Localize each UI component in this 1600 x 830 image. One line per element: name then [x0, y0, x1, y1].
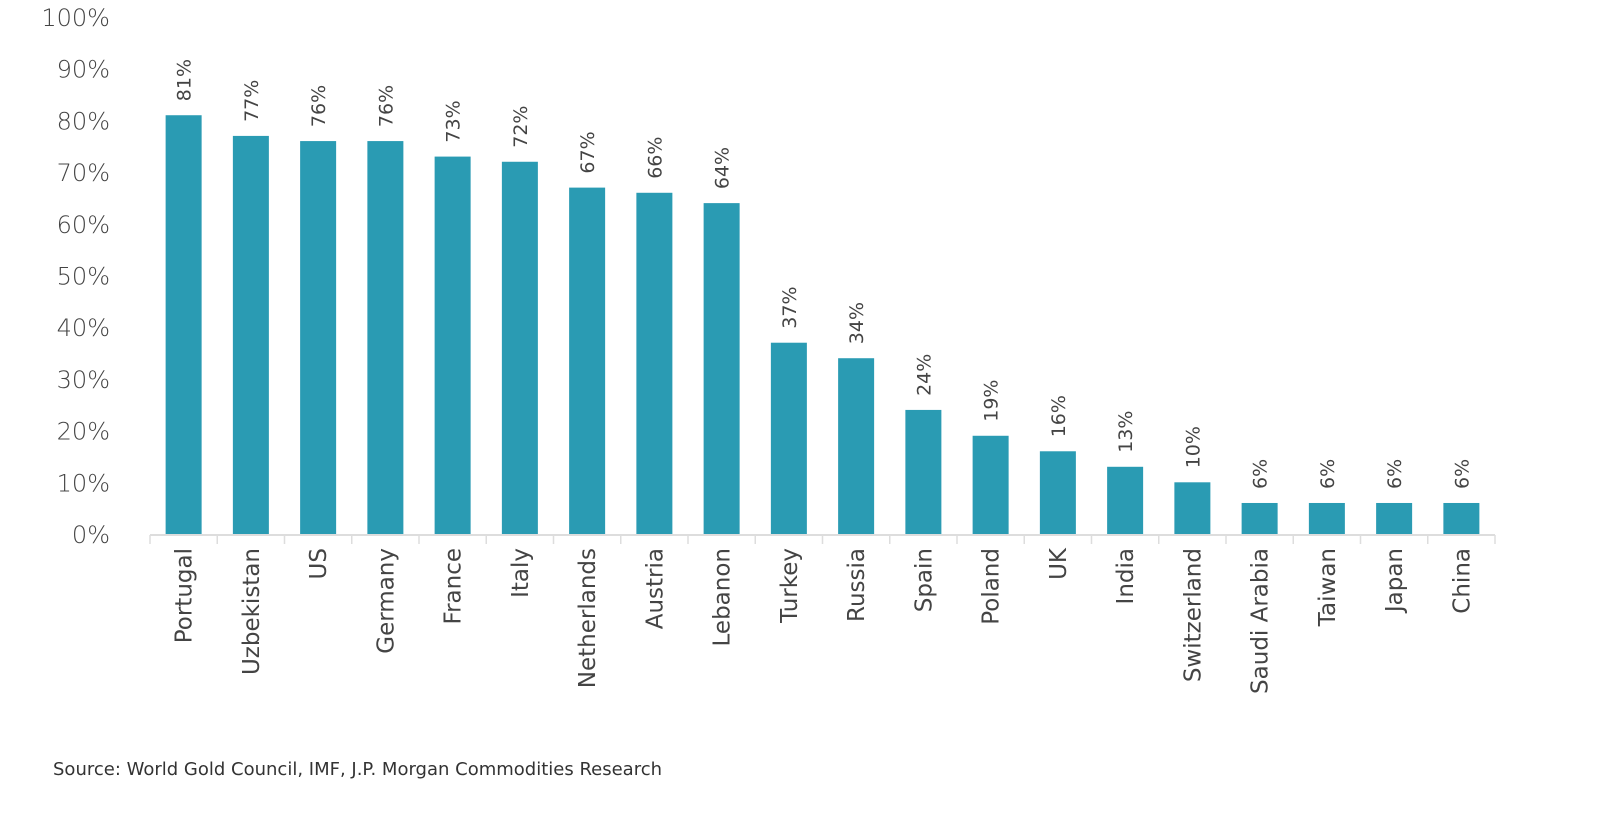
- bar-japan: [1376, 502, 1413, 534]
- bar-turkey: [770, 342, 807, 534]
- bar-italy: [501, 161, 538, 534]
- data-label: 6%: [1250, 459, 1272, 489]
- source-note: Source: World Gold Council, IMF, J.P. Mo…: [53, 759, 663, 780]
- y-tick-label: 80%: [57, 107, 110, 135]
- y-tick-label: 20%: [57, 418, 110, 446]
- data-label: 67%: [577, 131, 599, 173]
- x-tick-label: Germany: [373, 548, 399, 654]
- x-tick-label: China: [1449, 548, 1475, 614]
- data-label: 6%: [1451, 459, 1473, 489]
- bar-portugal: [165, 115, 202, 534]
- y-tick-label: 0%: [72, 521, 110, 549]
- data-label: 6%: [1317, 459, 1339, 489]
- bar-taiwan: [1308, 502, 1345, 534]
- bar-spain: [905, 409, 942, 534]
- y-tick-label: 100%: [41, 4, 110, 32]
- y-tick-label: 70%: [57, 159, 110, 187]
- x-tick-label: Portugal: [172, 548, 198, 643]
- y-tick-label: 30%: [57, 366, 110, 394]
- data-label: 77%: [241, 80, 263, 122]
- bar-saudi-arabia: [1241, 502, 1278, 534]
- data-label: 16%: [1048, 395, 1070, 437]
- data-label: 81%: [174, 59, 196, 101]
- x-tick-label: France: [441, 548, 467, 624]
- x-tick-label: Taiwan: [1315, 548, 1341, 627]
- bar-uk: [1039, 451, 1076, 534]
- x-tick-label: Poland: [979, 548, 1005, 625]
- x-tick-label: Switzerland: [1180, 548, 1206, 682]
- x-tick-label: Austria: [642, 548, 668, 629]
- data-label: 24%: [913, 354, 935, 396]
- data-label: 76%: [375, 85, 397, 127]
- bar-france: [434, 156, 471, 534]
- bar-russia: [838, 358, 875, 534]
- data-label: 10%: [1182, 426, 1204, 468]
- data-label: 66%: [644, 137, 666, 179]
- x-tick-label: Turkey: [777, 548, 803, 624]
- bar-netherlands: [569, 187, 606, 535]
- bar-chart: 0% 10% 20% 30% 40% 50% 60% 70% 80% 90% 100% 81% Port…: [41, 4, 1496, 694]
- x-tick-label: Saudi Arabia: [1248, 548, 1274, 694]
- x-tick-label: Lebanon: [710, 548, 736, 646]
- data-label: 72%: [510, 106, 532, 148]
- bar-us: [300, 141, 337, 534]
- data-label: 64%: [712, 147, 734, 189]
- bar-india: [1107, 466, 1144, 534]
- x-tick-label: India: [1113, 548, 1139, 604]
- x-tick-label: Russia: [844, 548, 870, 622]
- x-tick-label: Netherlands: [575, 548, 601, 688]
- data-label: 34%: [846, 302, 868, 344]
- bar-china: [1443, 502, 1480, 534]
- bar-uzbekistan: [232, 135, 269, 534]
- bar-lebanon: [703, 203, 740, 534]
- x-tick-label: Spain: [911, 548, 937, 612]
- x-tick-label: US: [306, 548, 332, 579]
- y-tick-label: 50%: [57, 263, 110, 291]
- y-tick-label: 60%: [57, 211, 110, 239]
- data-label: 73%: [443, 100, 465, 142]
- data-label: 19%: [981, 380, 1003, 422]
- x-tick-label: Italy: [508, 548, 534, 598]
- y-tick-label: 90%: [57, 56, 110, 84]
- bar-poland: [972, 435, 1009, 534]
- bar-austria: [636, 192, 673, 534]
- bar-germany: [367, 141, 404, 534]
- data-label: 13%: [1115, 411, 1137, 453]
- bar-switzerland: [1174, 482, 1211, 534]
- data-label: 6%: [1384, 459, 1406, 489]
- data-label: 76%: [308, 85, 330, 127]
- x-tick-label: Japan: [1382, 548, 1408, 614]
- x-tick-label: UK: [1046, 547, 1072, 580]
- data-label: 37%: [779, 286, 801, 328]
- x-tick-label: Uzbekistan: [239, 548, 265, 675]
- y-tick-label: 10%: [57, 469, 110, 497]
- y-tick-label: 40%: [57, 314, 110, 342]
